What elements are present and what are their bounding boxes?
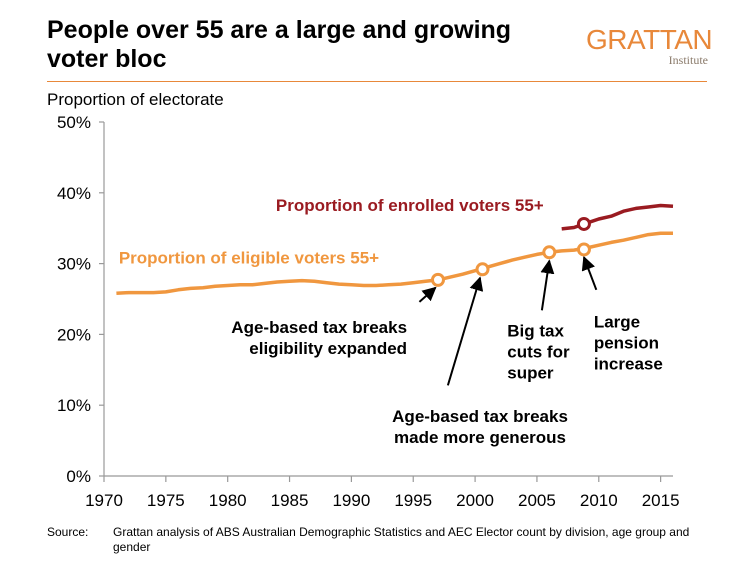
y-axis-title: Proportion of electorate: [47, 90, 224, 109]
y-tick-label: 40%: [57, 184, 91, 203]
annotation-arrow: [540, 259, 555, 311]
x-tick-label: 1985: [271, 491, 309, 510]
annotation-line: pension: [594, 333, 659, 352]
source-text: Grattan analysis of ABS Australian Demog…: [113, 525, 690, 554]
y-tick-label: 0%: [66, 467, 91, 486]
annotation-line: made more generous: [394, 428, 566, 447]
annotation-line: Big tax: [507, 322, 564, 341]
grattan-logo: GRATTAN Institute: [586, 24, 713, 67]
chart-title: People over 55 are a large and growing v…: [47, 16, 512, 73]
annotation-line: cuts for: [507, 343, 570, 362]
annotation-arrow: [446, 276, 484, 386]
annotation-line: Age-based tax breaks: [231, 318, 407, 337]
event-marker: [576, 242, 591, 257]
annotation-line: eligibility expanded: [249, 339, 407, 358]
annotation-label: Age-based tax breaks made more generous: [392, 407, 568, 447]
logo-subtitle: Institute: [668, 53, 708, 67]
event-marker: [475, 262, 490, 277]
annotation-line: increase: [594, 354, 663, 373]
line-chart: 0% 10% 20% 30% 40% 50% 1970 1975 1980 1985 1990 199…: [57, 113, 680, 510]
x-tick-label: 1990: [332, 491, 370, 510]
chart-labels: Proportion of eligible voters 55+ Proport…: [119, 196, 663, 447]
header-divider: [47, 81, 707, 82]
source-note: Source: Grattan analysis of ABS Australi…: [47, 525, 727, 555]
x-tick-label: 1980: [209, 491, 247, 510]
annotation-label: Big tax cuts for super: [507, 322, 570, 383]
axes: 0% 10% 20% 30% 40% 50% 1970 1975 1980 1985 1990 199…: [57, 113, 680, 510]
annotation-line: super: [507, 364, 554, 383]
x-tick-label: 2015: [642, 491, 680, 510]
x-tick-label: 1970: [85, 491, 123, 510]
series-label-eligible: Proportion of eligible voters 55+: [119, 249, 379, 268]
event-marker: [542, 245, 557, 260]
x-tick-label: 1995: [394, 491, 432, 510]
annotation-arrows: [418, 255, 598, 386]
x-tick-label: 2005: [518, 491, 556, 510]
logo-wordmark: GRATTAN: [586, 24, 713, 55]
event-marker: [430, 272, 445, 287]
y-tick-label: 20%: [57, 325, 91, 344]
x-tick-label: 2010: [580, 491, 618, 510]
source-label: Source:: [47, 525, 89, 539]
annotation-label: Large pension increase: [594, 312, 663, 373]
x-tick-label: 1975: [147, 491, 185, 510]
y-tick-label: 10%: [57, 396, 91, 415]
y-tick-label: 30%: [57, 255, 91, 274]
event-marker: [576, 216, 591, 231]
annotation-arrow: [581, 255, 598, 291]
x-tick-label: 2000: [456, 491, 494, 510]
annotation-line: Age-based tax breaks: [392, 407, 568, 426]
annotation-arrow: [418, 286, 437, 303]
series-label-enrolled: Proportion of enrolled voters 55+: [276, 196, 544, 215]
y-tick-label: 50%: [57, 113, 91, 132]
annotation-label: Age-based tax breaks eligibility expanded: [231, 318, 407, 358]
annotation-line: Large: [594, 312, 640, 331]
event-markers: [430, 216, 591, 287]
